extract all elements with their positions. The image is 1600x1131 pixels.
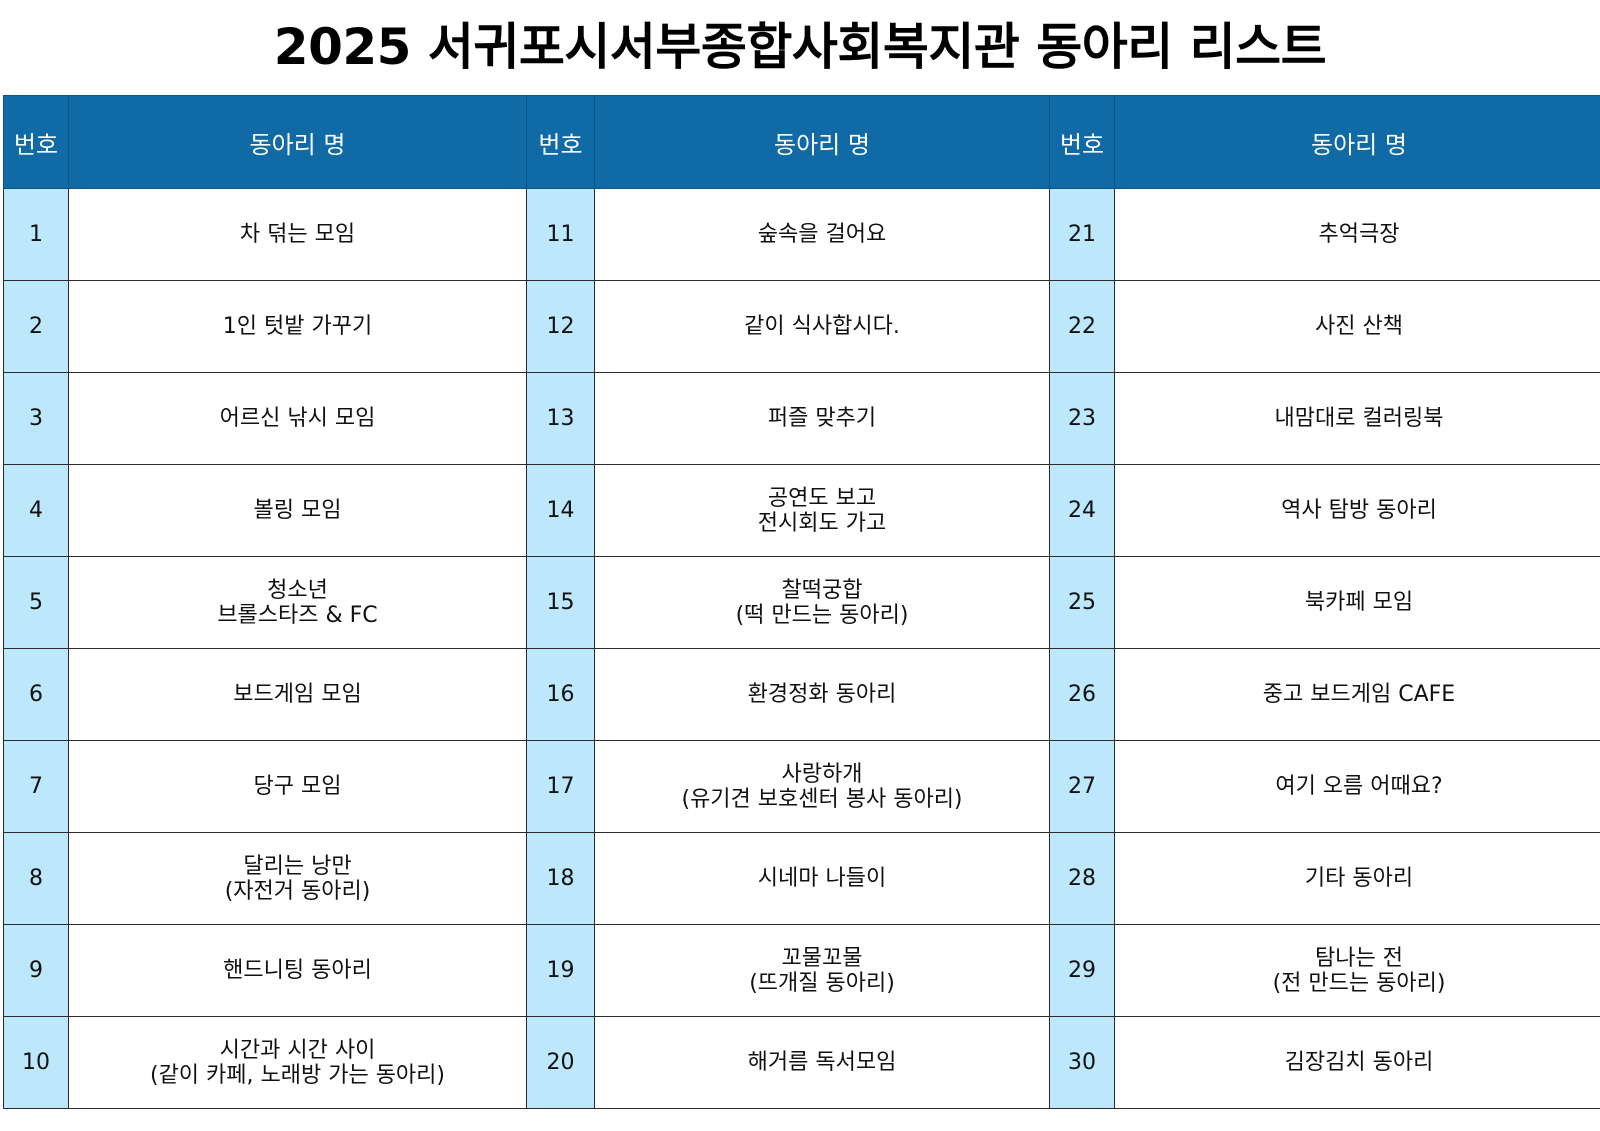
header-number: 번호 bbox=[526, 95, 595, 189]
club-number-cell: 1 bbox=[3, 188, 69, 281]
club-number-cell: 14 bbox=[526, 464, 595, 557]
header-club-name: 동아리 명 bbox=[594, 95, 1050, 189]
club-number-cell: 9 bbox=[3, 924, 69, 1017]
club-name-cell: 달리는 낭만 (자전거 동아리) bbox=[68, 832, 527, 925]
club-number-cell: 13 bbox=[526, 372, 595, 465]
club-number-cell: 4 bbox=[3, 464, 69, 557]
club-name-cell: 숲속을 걸어요 bbox=[594, 188, 1050, 281]
club-number-cell: 12 bbox=[526, 280, 595, 373]
club-name-cell: 여기 오름 어때요? bbox=[1114, 740, 1600, 833]
club-name-cell: 퍼즐 맞추기 bbox=[594, 372, 1050, 465]
club-number-cell: 29 bbox=[1049, 924, 1115, 1017]
table-row: 7 당구 모임 17 사랑하개 (유기견 보호센터 봉사 동아리) 27 여기 오름 어때… bbox=[3, 740, 1600, 833]
club-number-cell: 7 bbox=[3, 740, 69, 833]
table-row: 3 어르신 낚시 모임 13 퍼즐 맞추기 23 내맘대로 컬러링북 bbox=[3, 372, 1600, 465]
club-name-cell: 사진 산책 bbox=[1114, 280, 1600, 373]
club-name-cell: 1인 텃밭 가꾸기 bbox=[68, 280, 527, 373]
club-number-cell: 20 bbox=[526, 1016, 595, 1109]
club-number-cell: 5 bbox=[3, 556, 69, 649]
club-number-cell: 23 bbox=[1049, 372, 1115, 465]
club-name-cell: 북카페 모임 bbox=[1114, 556, 1600, 649]
club-number-cell: 27 bbox=[1049, 740, 1115, 833]
club-number-cell: 6 bbox=[3, 648, 69, 741]
club-name-cell: 역사 탐방 동아리 bbox=[1114, 464, 1600, 557]
club-number-cell: 19 bbox=[526, 924, 595, 1017]
header-number: 번호 bbox=[3, 95, 69, 189]
club-name-cell: 시네마 나들이 bbox=[594, 832, 1050, 925]
club-number-cell: 15 bbox=[526, 556, 595, 649]
club-number-cell: 18 bbox=[526, 832, 595, 925]
club-number-cell: 8 bbox=[3, 832, 69, 925]
club-number-cell: 3 bbox=[3, 372, 69, 465]
club-name-cell: 같이 식사합시다. bbox=[594, 280, 1050, 373]
page-title: 2025 서귀포시서부종합사회복지관 동아리 리스트 bbox=[273, 18, 1327, 76]
club-name-cell: 추억극장 bbox=[1114, 188, 1600, 281]
club-number-cell: 2 bbox=[3, 280, 69, 373]
club-name-cell: 꼬물꼬물 (뜨개질 동아리) bbox=[594, 924, 1050, 1017]
club-number-cell: 25 bbox=[1049, 556, 1115, 649]
header-number: 번호 bbox=[1049, 95, 1115, 189]
table-row: 9 핸드니팅 동아리 19 꼬물꼬물 (뜨개질 동아리) 29 탐나는 전 (전 만드는 … bbox=[3, 924, 1600, 1017]
header-club-name: 동아리 명 bbox=[68, 95, 527, 189]
table-row: 2 1인 텃밭 가꾸기 12 같이 식사합시다. 22 사진 산책 bbox=[3, 280, 1600, 373]
club-number-cell: 26 bbox=[1049, 648, 1115, 741]
club-number-cell: 21 bbox=[1049, 188, 1115, 281]
table-row: 10 시간과 시간 사이 (같이 카페, 노래방 가는 동아리) 20 해거름 독서모… bbox=[3, 1016, 1600, 1109]
club-name-cell: 청소년 브롤스타즈 & FC bbox=[68, 556, 527, 649]
club-name-cell: 기타 동아리 bbox=[1114, 832, 1600, 925]
club-number-cell: 11 bbox=[526, 188, 595, 281]
club-number-cell: 16 bbox=[526, 648, 595, 741]
club-name-cell: 보드게임 모임 bbox=[68, 648, 527, 741]
club-name-cell: 시간과 시간 사이 (같이 카페, 노래방 가는 동아리) bbox=[68, 1016, 527, 1109]
club-name-cell: 환경정화 동아리 bbox=[594, 648, 1050, 741]
club-number-cell: 10 bbox=[3, 1016, 69, 1109]
club-number-cell: 22 bbox=[1049, 280, 1115, 373]
club-name-cell: 볼링 모임 bbox=[68, 464, 527, 557]
club-name-cell: 핸드니팅 동아리 bbox=[68, 924, 527, 1017]
header-club-name: 동아리 명 bbox=[1114, 95, 1600, 189]
club-number-cell: 24 bbox=[1049, 464, 1115, 557]
club-name-cell: 김장김치 동아리 bbox=[1114, 1016, 1600, 1109]
table-row: 8 달리는 낭만 (자전거 동아리) 18 시네마 나들이 28 기타 동아리 bbox=[3, 832, 1600, 925]
table-row: 5 청소년 브롤스타즈 & FC 15 찰떡궁합 (떡 만드는 동아리) 25 북카페 모… bbox=[3, 556, 1600, 649]
club-name-cell: 차 덖는 모임 bbox=[68, 188, 527, 281]
table-row: 4 볼링 모임 14 공연도 보고 전시회도 가고 24 역사 탐방 동아리 bbox=[3, 464, 1600, 557]
club-name-cell: 찰떡궁합 (떡 만드는 동아리) bbox=[594, 556, 1050, 649]
club-name-cell: 당구 모임 bbox=[68, 740, 527, 833]
club-number-cell: 17 bbox=[526, 740, 595, 833]
club-number-cell: 28 bbox=[1049, 832, 1115, 925]
club-name-cell: 내맘대로 컬러링북 bbox=[1114, 372, 1600, 465]
club-name-cell: 어르신 낚시 모임 bbox=[68, 372, 527, 465]
table-row: 6 보드게임 모임 16 환경정화 동아리 26 중고 보드게임 CAFE bbox=[3, 648, 1600, 741]
club-name-cell: 중고 보드게임 CAFE bbox=[1114, 648, 1600, 741]
club-name-cell: 공연도 보고 전시회도 가고 bbox=[594, 464, 1050, 557]
club-name-cell: 탐나는 전 (전 만드는 동아리) bbox=[1114, 924, 1600, 1017]
table-header-row: 번호 동아리 명 번호 동아리 명 번호 동아리 명 bbox=[3, 95, 1600, 189]
club-name-cell: 사랑하개 (유기견 보호센터 봉사 동아리) bbox=[594, 740, 1050, 833]
club-name-cell: 해거름 독서모임 bbox=[594, 1016, 1050, 1109]
club-number-cell: 30 bbox=[1049, 1016, 1115, 1109]
